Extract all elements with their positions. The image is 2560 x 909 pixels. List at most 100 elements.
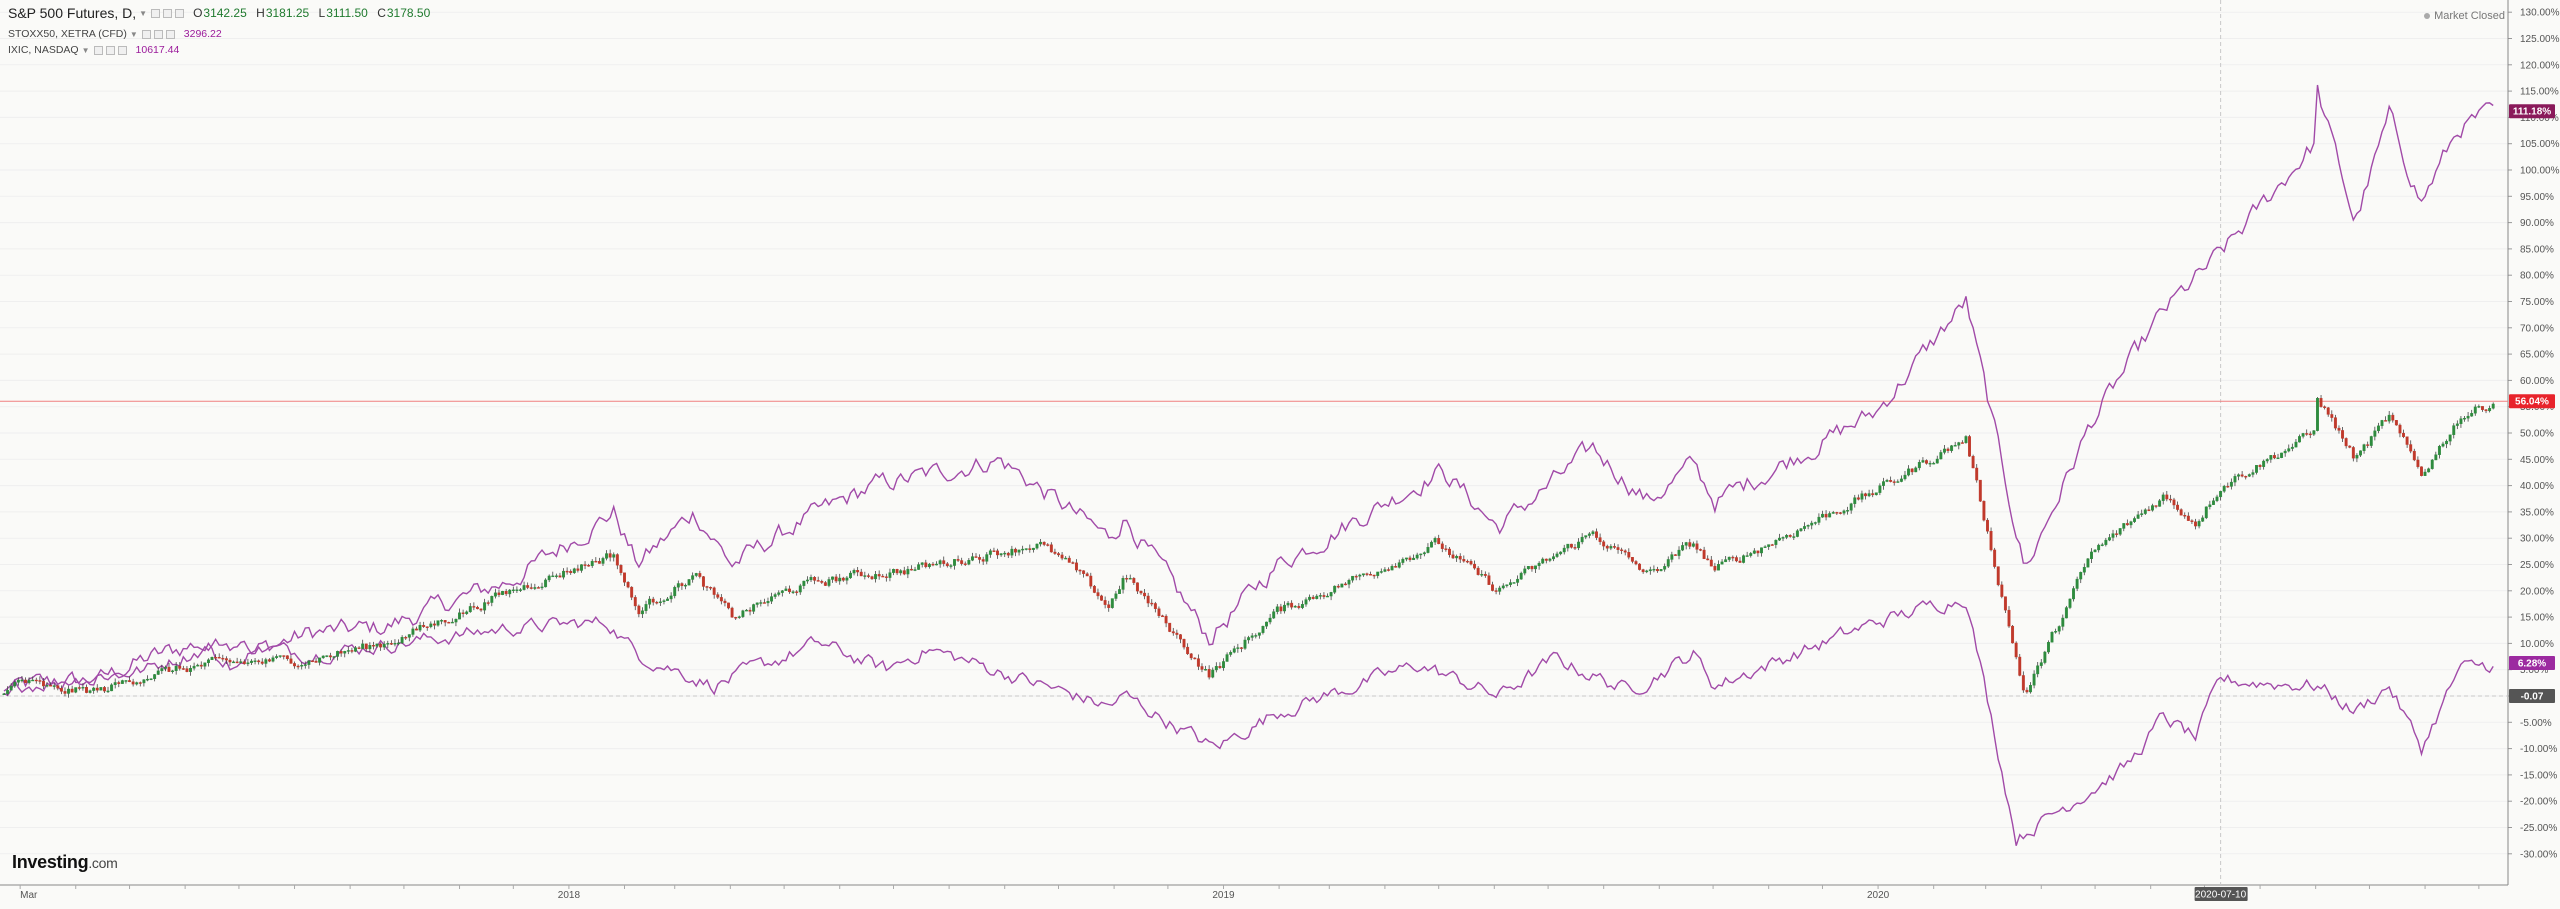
candle[interactable]: [2391, 414, 2395, 421]
candle[interactable]: [232, 661, 236, 664]
candle[interactable]: [407, 634, 411, 638]
candle[interactable]: [303, 664, 307, 666]
candle[interactable]: [666, 598, 670, 601]
candle[interactable]: [2021, 675, 2025, 691]
candle[interactable]: [1530, 566, 1534, 570]
candle[interactable]: [2151, 505, 2154, 511]
candle[interactable]: [1469, 560, 1473, 565]
candle[interactable]: [935, 563, 939, 566]
candle[interactable]: [791, 591, 795, 593]
candle[interactable]: [2115, 533, 2119, 535]
candle[interactable]: [1430, 541, 1433, 548]
candle[interactable]: [1523, 568, 1527, 574]
candle[interactable]: [576, 568, 580, 571]
candle[interactable]: [2064, 607, 2068, 619]
candle[interactable]: [2082, 567, 2086, 573]
candle[interactable]: [2143, 509, 2147, 514]
candle[interactable]: [354, 647, 357, 652]
candle[interactable]: [580, 564, 583, 571]
candle[interactable]: [336, 651, 340, 657]
candle[interactable]: [669, 595, 673, 600]
candle[interactable]: [1512, 582, 1516, 584]
candle[interactable]: [1709, 559, 1713, 567]
candle[interactable]: [1404, 557, 1408, 560]
candle[interactable]: [716, 594, 720, 598]
candle[interactable]: [1455, 556, 1459, 559]
candle[interactable]: [2075, 578, 2079, 589]
candle[interactable]: [2316, 398, 2319, 431]
candle[interactable]: [1498, 587, 1502, 592]
candle[interactable]: [307, 660, 311, 665]
candle[interactable]: [2104, 539, 2108, 545]
candle[interactable]: [2301, 433, 2305, 437]
candle[interactable]: [927, 563, 931, 568]
candle[interactable]: [1756, 550, 1760, 554]
candle[interactable]: [981, 559, 985, 562]
candle[interactable]: [1856, 497, 1860, 500]
candle[interactable]: [1907, 468, 1911, 476]
candle[interactable]: [1526, 566, 1530, 570]
candle[interactable]: [1717, 564, 1720, 571]
candle[interactable]: [429, 623, 433, 627]
candle[interactable]: [339, 651, 343, 654]
candle[interactable]: [1648, 569, 1652, 572]
close-icon[interactable]: [165, 29, 175, 39]
candle[interactable]: [863, 575, 867, 577]
candle[interactable]: [719, 597, 723, 602]
candle[interactable]: [841, 577, 845, 581]
candle[interactable]: [1939, 452, 1943, 460]
candle[interactable]: [1903, 474, 1907, 480]
candle[interactable]: [1731, 556, 1735, 559]
candle[interactable]: [845, 577, 849, 581]
candle[interactable]: [1534, 565, 1537, 570]
candle[interactable]: [572, 568, 576, 574]
candle[interactable]: [300, 665, 304, 667]
candle[interactable]: [1670, 554, 1674, 560]
candle[interactable]: [2330, 414, 2334, 418]
candle[interactable]: [1659, 569, 1663, 572]
candle[interactable]: [1946, 448, 1950, 451]
candle[interactable]: [2179, 509, 2183, 516]
candle[interactable]: [1437, 538, 1441, 545]
candle[interactable]: [1620, 549, 1624, 551]
candle[interactable]: [1035, 543, 1039, 549]
candle[interactable]: [1548, 558, 1552, 561]
candle[interactable]: [1591, 531, 1595, 535]
candle[interactable]: [267, 659, 271, 662]
candle[interactable]: [142, 679, 146, 684]
candle[interactable]: [203, 662, 207, 667]
candle[interactable]: [2258, 465, 2262, 467]
candle[interactable]: [2011, 625, 2015, 644]
candle[interactable]: [1024, 548, 1028, 550]
candle[interactable]: [325, 655, 329, 657]
candle[interactable]: [612, 554, 616, 558]
candle[interactable]: [1713, 565, 1717, 571]
candle[interactable]: [2355, 454, 2359, 459]
candle[interactable]: [468, 606, 472, 613]
candle[interactable]: [1577, 541, 1581, 549]
candle[interactable]: [1114, 593, 1118, 599]
candle[interactable]: [2240, 474, 2244, 477]
candle[interactable]: [1361, 573, 1365, 576]
candle[interactable]: [185, 668, 189, 672]
candle[interactable]: [497, 592, 501, 595]
candle[interactable]: [1942, 448, 1946, 453]
candle[interactable]: [942, 560, 946, 564]
candle[interactable]: [1853, 497, 1857, 504]
candle[interactable]: [2068, 598, 2072, 608]
candle[interactable]: [1799, 528, 1803, 531]
candle[interactable]: [1899, 478, 1903, 482]
candle[interactable]: [501, 591, 505, 595]
candle[interactable]: [1092, 585, 1096, 593]
candle[interactable]: [1476, 567, 1480, 575]
candle[interactable]: [102, 687, 106, 692]
candle[interactable]: [1767, 544, 1771, 547]
candle[interactable]: [1595, 531, 1598, 538]
candle[interactable]: [1968, 436, 1971, 457]
candle[interactable]: [1272, 611, 1276, 619]
candle[interactable]: [1763, 546, 1767, 548]
candle[interactable]: [436, 620, 440, 626]
candle[interactable]: [526, 585, 530, 588]
candle[interactable]: [192, 665, 196, 669]
candle[interactable]: [271, 657, 275, 662]
